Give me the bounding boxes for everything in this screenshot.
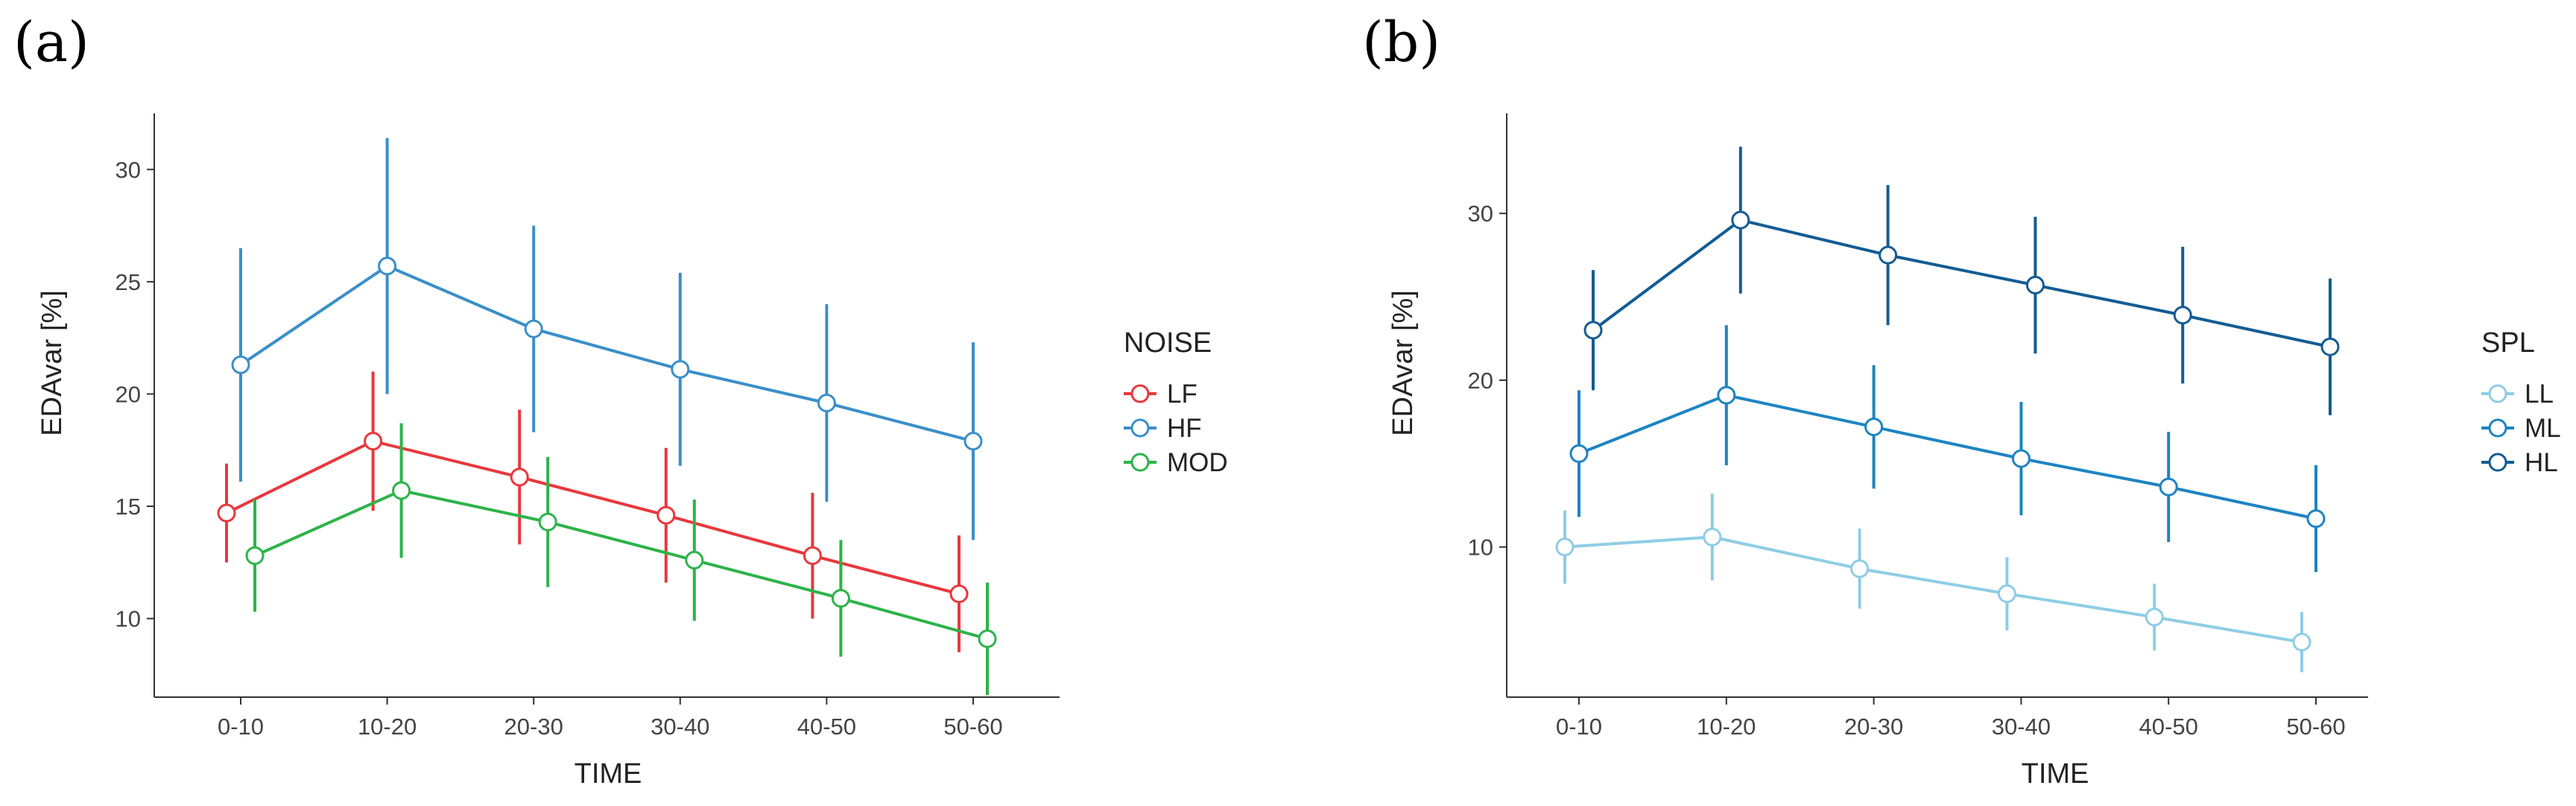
- series-hl-point: [1731, 210, 1750, 230]
- panel-b-x-tick-label: 40-50: [2139, 714, 2198, 740]
- panel-a: (a) EDAvar [%] TIME NOISE 10 15 20 25 30 0-10…: [13, 10, 1228, 790]
- panel-a-series-mod: [245, 423, 997, 695]
- series-ml-point: [2011, 449, 2031, 468]
- panel-a-series-hf: [231, 138, 983, 541]
- legend-key-marker: [2488, 418, 2507, 438]
- panel-a-label: (a): [13, 10, 89, 75]
- panel-a-x-tick-label: 0-10: [218, 714, 264, 740]
- series-ml-point: [1864, 418, 1884, 437]
- series-mod-point: [538, 512, 557, 532]
- panel-a-x-tick-label: 20-30: [504, 714, 563, 740]
- legend-label: LL: [2525, 380, 2554, 409]
- panel-a-series-lf: [217, 371, 969, 652]
- panel-b-series-ll: [1555, 494, 2311, 673]
- series-mod-line: [254, 488, 988, 640]
- series-hf-point: [671, 359, 690, 379]
- panel-b-x-tick-label: 0-10: [1556, 714, 1602, 740]
- panel-a-legend-item-lf: LF: [1124, 380, 1197, 409]
- series-ml-point: [1717, 385, 1736, 405]
- series-hf-line: [239, 264, 974, 443]
- panel-a-x-tick-label: 30-40: [651, 714, 709, 740]
- panel-a-y-tick-label: 25: [115, 269, 141, 295]
- legend-key-marker: [1130, 418, 1150, 438]
- series-lf-point: [217, 503, 236, 523]
- panel-a-x-tick-label: 50-60: [943, 714, 1002, 740]
- panel-b-x-axis-title: TIME: [2022, 758, 2089, 790]
- series-ll-point: [1850, 559, 1870, 579]
- series-hl-point: [2025, 275, 2045, 295]
- series-lf-point: [510, 467, 529, 487]
- series-mod-point: [831, 588, 850, 608]
- panel-b-x-tick-label: 10-20: [1697, 714, 1756, 740]
- panel-b-label: (b): [1362, 10, 1440, 75]
- series-ml-point: [2306, 509, 2326, 529]
- panel-b-y-axis-title: EDAvar [%]: [1387, 290, 1419, 436]
- legend-label: ML: [2525, 414, 2561, 443]
- panel-a-y-tick-label: 10: [115, 606, 141, 632]
- panel-b-legend-title: SPL: [2481, 327, 2535, 359]
- series-mod-point: [245, 546, 265, 565]
- series-ml-point: [1569, 444, 1589, 463]
- series-mod-point: [685, 550, 704, 570]
- panel-b-x-tick-label: 20-30: [1844, 714, 1903, 740]
- legend-key-marker: [2488, 453, 2507, 472]
- legend-label: LF: [1167, 380, 1197, 409]
- panel-b-legend-item-hl: HL: [2481, 448, 2558, 477]
- panel-b-x-tick-label: 50-60: [2286, 714, 2345, 740]
- series-ll-point: [2292, 632, 2311, 652]
- series-hl-point: [2173, 306, 2192, 325]
- series-mod-point: [978, 629, 997, 649]
- legend-label: HF: [1167, 414, 1202, 443]
- series-hf-point: [963, 432, 983, 451]
- panel-b-y-tick-label: 30: [1468, 201, 1493, 227]
- panel-b-series-ml: [1569, 325, 2326, 573]
- panel-b: (b) EDAvar [%] TIME SPL 10 20 30 0-10 10-20 2…: [1362, 10, 2561, 790]
- panel-a-x-axis-title: TIME: [575, 758, 642, 790]
- panel-b-series-hl: [1583, 146, 2340, 415]
- series-ml-point: [2159, 477, 2178, 497]
- series-hf-point: [817, 393, 836, 412]
- series-lf-point: [656, 506, 676, 525]
- series-lf-point: [803, 546, 822, 565]
- series-hf-point: [524, 319, 543, 339]
- panel-a-y-axis-title: EDAvar [%]: [37, 290, 68, 436]
- legend-key-marker: [1130, 453, 1150, 472]
- panel-b-legend-item-ll: LL: [2481, 380, 2554, 409]
- panel-a-legend-item-hf: HF: [1124, 414, 1202, 443]
- series-lf-point: [364, 432, 383, 451]
- panel-b-x-tick-label: 30-40: [1992, 714, 2051, 740]
- series-hl-point: [2320, 337, 2340, 356]
- panel-b-legend-item-ml: ML: [2481, 414, 2561, 443]
- series-ll-point: [1997, 584, 2016, 603]
- series-ll-point: [2145, 608, 2164, 627]
- series-ll-line: [1564, 535, 2303, 644]
- panel-a-y-tick-label: 20: [115, 381, 141, 407]
- series-hf-point: [231, 355, 250, 374]
- legend-key-marker: [1130, 384, 1150, 403]
- series-ml-line: [1578, 393, 2317, 520]
- panel-a-y-tick-label: 15: [115, 494, 141, 520]
- legend-key-marker: [2488, 384, 2507, 403]
- panel-b-y-tick-label: 10: [1468, 535, 1493, 561]
- legend-label: HL: [2525, 448, 2558, 477]
- panel-a-legend-title: NOISE: [1124, 327, 1212, 359]
- series-hf-point: [378, 256, 397, 276]
- series-hl-point: [1879, 245, 1898, 265]
- panel-a-legend-item-mod: MOD: [1124, 448, 1228, 477]
- panel-a-x-tick-label: 40-50: [797, 714, 856, 740]
- panel-b-y-tick-label: 20: [1468, 368, 1493, 394]
- series-mod-point: [392, 481, 411, 500]
- legend-label: MOD: [1167, 448, 1228, 477]
- series-lf-line: [226, 439, 960, 596]
- panel-a-y-tick-label: 30: [115, 157, 141, 183]
- series-lf-point: [949, 584, 969, 603]
- series-hl-point: [1583, 321, 1603, 340]
- panel-a-x-tick-label: 10-20: [358, 714, 417, 740]
- series-ll-point: [1703, 527, 1722, 547]
- series-ll-point: [1555, 538, 1575, 557]
- series-hl-line: [1592, 218, 2331, 349]
